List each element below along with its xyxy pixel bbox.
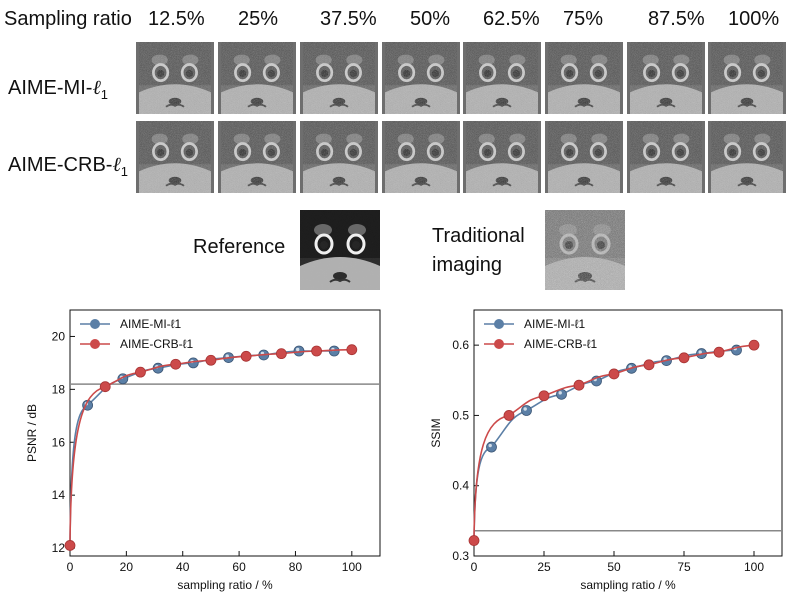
thumbnail-mi-1 <box>136 42 214 114</box>
chart2-point-highlight-1 <box>523 407 527 411</box>
thumbnail-mi-3 <box>300 42 378 114</box>
traditional-label-line1: Traditional <box>432 225 525 247</box>
reference-image <box>300 210 380 290</box>
chart1-point-crb-7 <box>311 345 322 357</box>
chart2-point-crb-2 <box>538 390 550 402</box>
traditional-label-line2: imaging <box>432 254 503 276</box>
chart2-xlabel: sampling ratio / % <box>580 578 676 592</box>
chart2-point-crb-5 <box>643 359 655 371</box>
chart2-point-highlight-2 <box>558 391 562 395</box>
thumbnail-crb-2 <box>218 121 296 193</box>
chart1-xtick-label-1: 20 <box>120 560 134 574</box>
chart2-xtick-label-2: 50 <box>607 560 621 574</box>
chart2-point-mi-0 <box>486 441 497 453</box>
thumbnail-crb-6 <box>545 121 623 193</box>
chart2-point-crb-1 <box>503 410 515 421</box>
chart1-ylabel: PSNR / dB <box>25 404 39 462</box>
chart1-ytick-label-2: 16 <box>52 435 66 449</box>
chart1-ytick-label-0: 12 <box>52 541 66 555</box>
chart1-point-crb-1 <box>99 381 111 393</box>
chart1-xlabel: sampling ratio / % <box>177 578 273 592</box>
thumbnail-crb-1 <box>136 121 214 193</box>
chart1-point-crb-2 <box>135 366 146 378</box>
chart2-ytick-label-3: 0.6 <box>452 338 469 352</box>
chart1-line-mi <box>69 350 335 546</box>
chart1-xtick-label-3: 60 <box>232 560 246 574</box>
chart1-xtick-label-0: 0 <box>67 560 74 574</box>
row-label-aime-mi: AIME-MI-ℓ1 <box>8 75 109 102</box>
chart2-point-mi-1 <box>521 405 532 416</box>
chart1-point-crb-8 <box>346 344 358 356</box>
chart1-xtick-label-5: 100 <box>342 560 362 574</box>
ratio-label-6: 75% <box>563 8 604 30</box>
thumbnail-mi-7 <box>627 42 705 114</box>
thumbnail-crb-3 <box>300 121 378 193</box>
chart2-xtick-label-1: 25 <box>537 560 551 574</box>
traditional-imaging-image <box>545 210 625 290</box>
sampling-ratio-label: Sampling ratio <box>4 8 132 30</box>
ratio-label-5: 62.5% <box>483 8 540 30</box>
chart2-ytick-label-2: 0.5 <box>452 408 469 422</box>
thumbnail-mi-5 <box>463 42 541 114</box>
thumbnail-mi-8 <box>708 42 786 114</box>
chart1-xtick-label-4: 80 <box>289 560 303 574</box>
thumbnail-crb-5 <box>463 121 541 193</box>
chart2-ytick-label-1: 0.4 <box>452 479 469 493</box>
chart2-legend-marker-crb <box>494 339 504 349</box>
reference-label: Reference <box>193 236 286 258</box>
ratio-label-8: 100% <box>728 8 780 30</box>
chart2-point-crb-6 <box>678 352 690 364</box>
ratio-label-3: 37.5% <box>320 8 377 30</box>
chart1-legend-label-mi: AIME-MI-ℓ1 <box>120 317 182 331</box>
thumbnail-crb-8 <box>708 121 786 193</box>
chart2-point-crb-3 <box>573 379 585 391</box>
chart1-ytick-label-3: 18 <box>52 382 66 396</box>
chart1-point-crb-3 <box>170 358 182 370</box>
chart2-point-crb-7 <box>713 346 725 358</box>
chart1-point-highlight-6 <box>295 347 300 352</box>
chart2-ytick-label-0: 0.3 <box>452 549 469 563</box>
ratio-label-1: 12.5% <box>148 8 205 30</box>
chart1-frame <box>69 309 381 557</box>
chart1-point-crb-5 <box>240 350 252 362</box>
chart1-legend-marker-mi <box>90 319 100 329</box>
chart2-point-highlight-6 <box>698 350 702 354</box>
chart2-xtick-label-3: 75 <box>677 560 691 574</box>
chart1-point-crb-4 <box>205 354 217 366</box>
thumbnail-mi-4 <box>382 42 460 114</box>
chart1-legend-marker-crb <box>90 339 100 349</box>
chart1-point-crb-6 <box>275 348 287 360</box>
chart1-xtick-label-2: 40 <box>176 560 190 574</box>
chart2-point-highlight-0 <box>488 443 492 448</box>
chart2-xtick-label-0: 0 <box>471 560 478 574</box>
chart2-legend-marker-mi <box>494 319 504 329</box>
ssim-chart: 0 25 50 75 100 0.3 0.4 0.5 0.6 sampling ratio / %… <box>429 309 783 592</box>
chart1-point-highlight-4 <box>225 354 229 358</box>
chart2-line-mi <box>473 349 737 541</box>
thumbnail-crb-4 <box>382 121 460 193</box>
chart2-point-crb-0 <box>468 535 480 546</box>
chart1-legend-label-crb: AIME-CRB-ℓ1 <box>120 337 194 351</box>
thumbnail-mi-2 <box>218 42 296 114</box>
chart2-ylabel: SSIM <box>429 418 443 447</box>
row-label-aime-crb: AIME-CRB-ℓ1 <box>8 152 129 179</box>
thumbnail-mi-6 <box>545 42 623 114</box>
ratio-label-4: 50% <box>410 8 451 30</box>
chart2-legend-label-mi: AIME-MI-ℓ1 <box>524 317 586 331</box>
chart2-point-crb-4 <box>608 368 620 380</box>
chart1-point-crb-0 <box>64 540 76 551</box>
thumbnail-crb-7 <box>627 121 705 193</box>
ratio-label-2: 25% <box>238 8 279 30</box>
chart1-ytick-label-1: 14 <box>52 488 66 502</box>
psnr-chart: 0 20 40 60 80 100 12 14 16 18 20 sampling ratio / %… <box>25 309 381 592</box>
ratio-label-7: 87.5% <box>648 8 705 30</box>
chart2-frame <box>473 309 783 557</box>
chart1-line-crb <box>69 348 352 546</box>
chart2-point-crb-8 <box>748 339 760 351</box>
chart2-legend-label-crb: AIME-CRB-ℓ1 <box>524 337 598 351</box>
chart1-ytick-label-4: 20 <box>52 329 66 343</box>
chart2-xtick-label-4: 100 <box>744 560 764 574</box>
